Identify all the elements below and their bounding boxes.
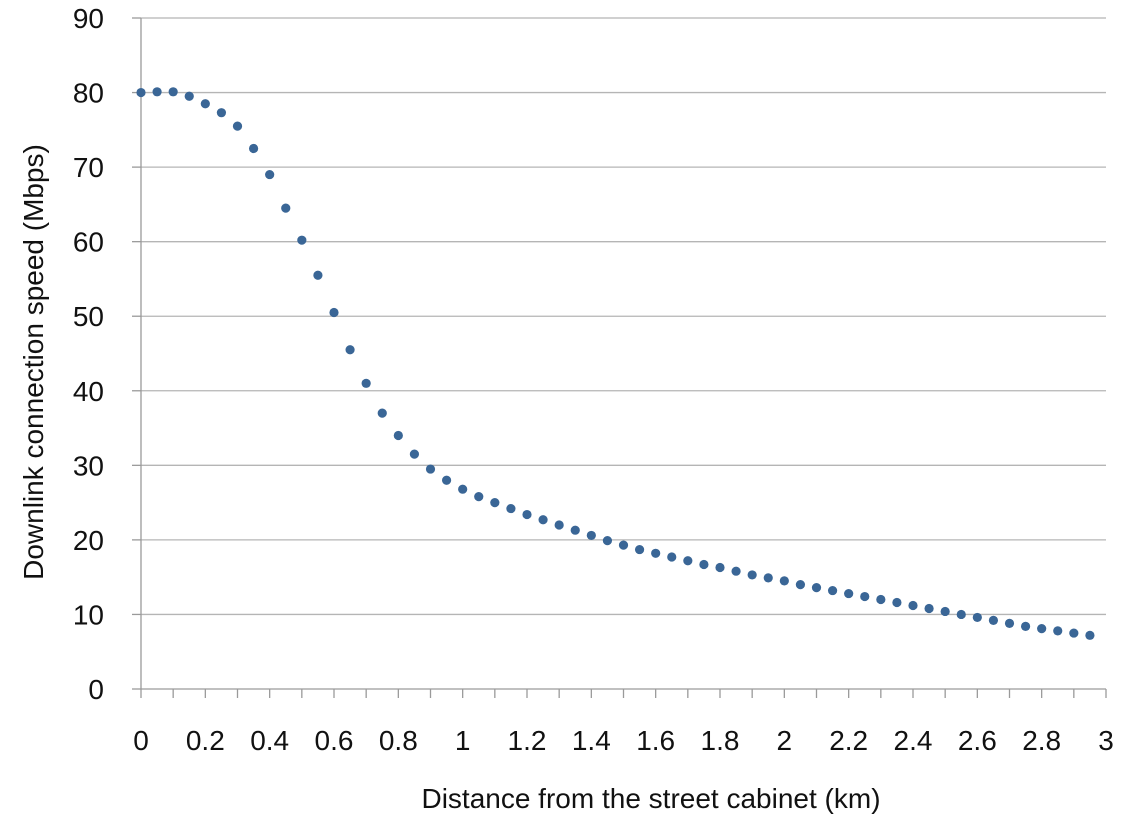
y-tick-labels: 0 10 20 30 40 50 60 70 80 90 — [73, 3, 104, 705]
data-point — [377, 408, 387, 418]
x-tick-label: 0.8 — [379, 725, 418, 756]
data-point — [844, 588, 854, 599]
data-point — [876, 594, 886, 605]
x-axis-title: Distance from the street cabinet (km) — [421, 783, 880, 814]
axes — [132, 17, 1107, 698]
data-point — [554, 520, 564, 530]
data-point — [281, 203, 291, 213]
x-tick-label: 1.4 — [572, 725, 611, 756]
x-tick-label: 0.4 — [250, 725, 289, 756]
data-point — [216, 108, 227, 118]
data-point — [409, 449, 420, 459]
y-tick-label: 30 — [73, 450, 104, 481]
data-point — [168, 87, 178, 97]
y-axis-title: Downlink connection speed (Mbps) — [18, 144, 49, 580]
data-point — [827, 585, 838, 596]
data-point — [361, 378, 371, 388]
data-point — [699, 559, 709, 570]
data-point — [1053, 626, 1063, 636]
data-point — [1085, 630, 1095, 640]
data-point — [972, 612, 982, 623]
data-point — [715, 562, 725, 573]
data-point — [779, 576, 789, 586]
x-tick-label: 0.6 — [315, 725, 354, 756]
x-tick-label: 1.6 — [636, 725, 675, 756]
data-point — [265, 169, 275, 180]
data-point — [152, 87, 162, 97]
data-point — [892, 597, 902, 608]
data-point — [248, 143, 259, 154]
data-point — [667, 552, 677, 562]
y-tick-label: 0 — [88, 674, 104, 705]
data-point — [313, 270, 323, 280]
x-tick-labels: 0 0.2 0.4 0.6 0.8 1 1.2 1.4 1.6 1.8 2 2.2 2.4 2.6 2.8 3 — [133, 725, 1114, 756]
x-tick-label: 0 — [133, 725, 149, 756]
x-tick-label: 0.2 — [186, 725, 225, 756]
data-point — [297, 235, 307, 245]
x-tick-label: 2.4 — [894, 725, 933, 756]
data-point — [634, 544, 645, 555]
x-tick-label: 3 — [1098, 725, 1114, 756]
data-point — [441, 475, 452, 485]
y-tick-label: 70 — [73, 152, 104, 183]
data-point — [490, 498, 500, 508]
y-tick-label: 60 — [73, 227, 104, 258]
x-tick-label: 2.2 — [829, 725, 868, 756]
data-point — [795, 580, 806, 590]
y-tick-label: 20 — [73, 525, 104, 556]
data-point — [988, 615, 999, 626]
data-point — [136, 87, 146, 98]
x-tick-label: 1.2 — [508, 725, 547, 756]
data-point — [651, 548, 661, 558]
data-point — [570, 525, 580, 535]
data-point — [602, 536, 613, 546]
data-point — [345, 345, 355, 355]
data-point — [924, 603, 934, 614]
data-point — [538, 515, 548, 525]
data-point — [474, 492, 484, 502]
data-point — [232, 121, 243, 131]
data-point — [908, 600, 918, 611]
x-tick-label: 2.6 — [958, 725, 997, 756]
data-point — [940, 606, 950, 617]
data-points — [136, 87, 1095, 640]
x-tick-label: 1.8 — [701, 725, 740, 756]
data-point — [860, 591, 870, 602]
y-tick-label: 90 — [73, 3, 104, 34]
data-point — [200, 99, 210, 109]
data-point — [811, 583, 822, 593]
data-point — [506, 503, 516, 514]
data-point — [425, 464, 436, 474]
data-point — [1020, 621, 1031, 631]
data-point — [184, 91, 194, 101]
gridlines — [141, 17, 1106, 616]
data-point — [1069, 628, 1079, 638]
x-tick-label: 1 — [455, 725, 471, 756]
data-point — [731, 566, 741, 576]
data-point — [1037, 624, 1047, 634]
x-tick-label: 2 — [777, 725, 793, 756]
data-point — [586, 530, 596, 541]
data-point — [763, 573, 773, 583]
data-point — [1004, 618, 1015, 628]
x-tick-label: 2.8 — [1022, 725, 1061, 756]
data-point — [458, 484, 468, 494]
y-tick-label: 40 — [73, 376, 104, 407]
data-point — [618, 540, 629, 550]
data-point — [393, 430, 403, 441]
y-tick-label: 50 — [73, 301, 104, 332]
data-point — [956, 609, 966, 620]
data-point — [683, 556, 693, 566]
data-point — [522, 509, 532, 520]
data-point — [747, 570, 757, 580]
data-point — [329, 307, 339, 318]
y-tick-label: 10 — [73, 599, 104, 630]
y-tick-label: 80 — [73, 78, 104, 109]
